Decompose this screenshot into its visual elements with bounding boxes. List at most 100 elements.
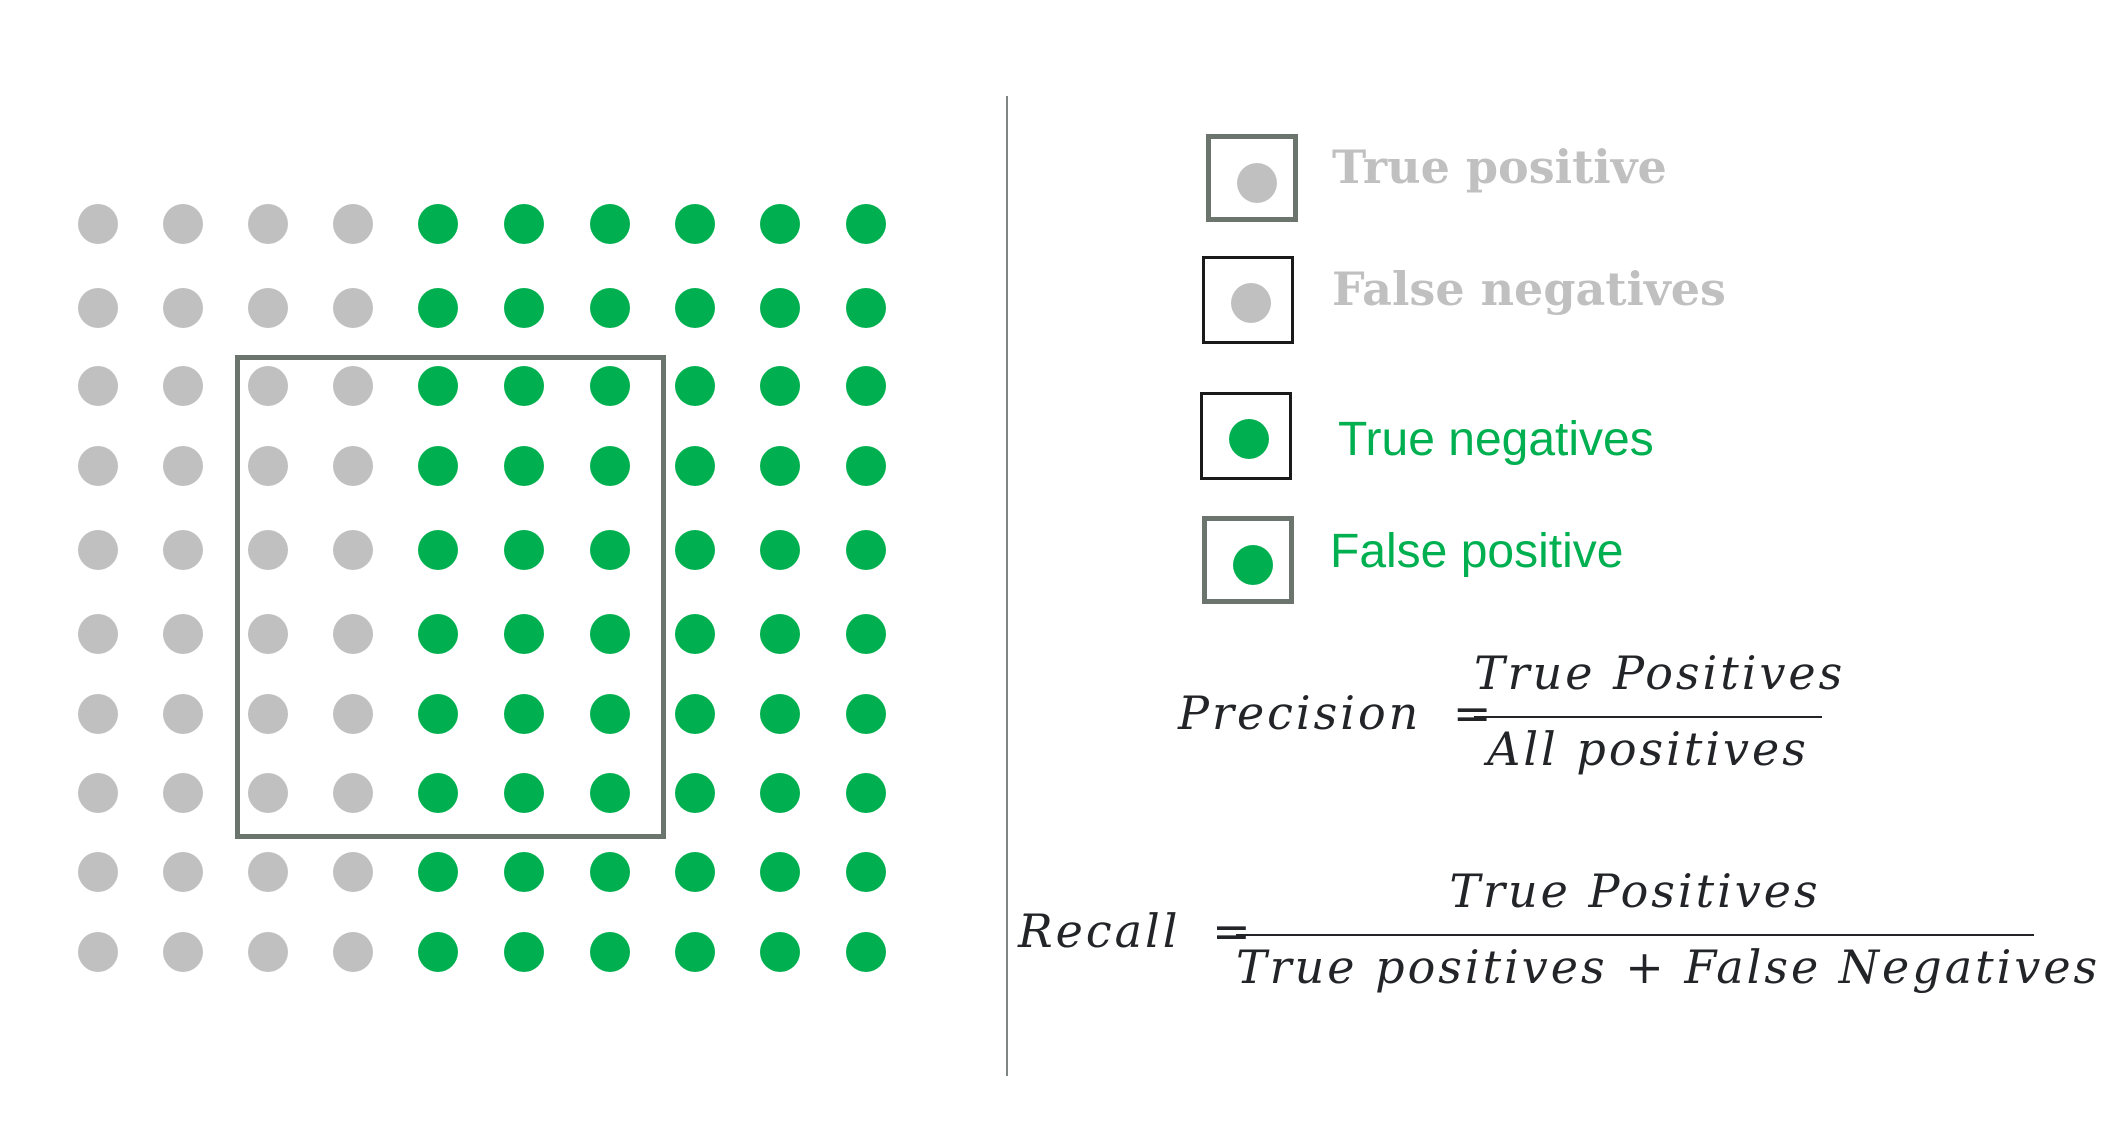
gray-dot — [163, 852, 203, 892]
green-dot — [504, 614, 544, 654]
recall-numerator: True Positives — [1449, 864, 1821, 918]
green-dot — [760, 773, 800, 813]
gray-dot — [248, 530, 288, 570]
gray-dot — [248, 932, 288, 972]
legend-box-false-positive — [1202, 516, 1294, 604]
green-dot — [418, 530, 458, 570]
gray-dot — [333, 852, 373, 892]
gray-dot — [163, 446, 203, 486]
selected-elements-box — [235, 355, 666, 839]
gray-dot — [333, 204, 373, 244]
gray-dot — [78, 530, 118, 570]
green-dot — [846, 288, 886, 328]
green-dot — [504, 530, 544, 570]
gray-dot — [163, 614, 203, 654]
green-dot — [675, 614, 715, 654]
green-dot — [504, 204, 544, 244]
green-dot — [846, 614, 886, 654]
green-dot — [675, 932, 715, 972]
green-dot — [760, 366, 800, 406]
gray-dot — [78, 614, 118, 654]
green-dot — [418, 614, 458, 654]
gray-dot — [78, 694, 118, 734]
green-dot — [760, 614, 800, 654]
green-dot — [846, 694, 886, 734]
gray-dot — [333, 446, 373, 486]
gray-dot — [78, 773, 118, 813]
gray-dot — [333, 694, 373, 734]
green-dot — [846, 446, 886, 486]
green-dot — [418, 288, 458, 328]
green-dot — [846, 932, 886, 972]
green-dot — [760, 530, 800, 570]
gray-dot — [163, 366, 203, 406]
legend-box-false-negatives — [1202, 256, 1294, 344]
precision-denominator: All positives — [1487, 722, 1809, 776]
gray-dot — [248, 852, 288, 892]
gray-dot — [163, 204, 203, 244]
gray-dot — [78, 366, 118, 406]
precision-label: Precision — [1178, 686, 1422, 740]
green-dot — [675, 288, 715, 328]
legend-label-true-negatives: True negatives — [1338, 413, 1654, 466]
green-dot — [590, 852, 630, 892]
green-dot — [590, 694, 630, 734]
green-dot — [590, 530, 630, 570]
recall-fraction-bar — [1236, 934, 2034, 936]
gray-dot — [248, 773, 288, 813]
green-dot-icon — [1229, 419, 1269, 459]
green-dot — [675, 446, 715, 486]
gray-dot — [163, 530, 203, 570]
green-dot — [590, 773, 630, 813]
green-dot — [504, 852, 544, 892]
gray-dot — [163, 288, 203, 328]
legend-box-true-negatives — [1200, 392, 1292, 480]
gray-dot — [78, 204, 118, 244]
green-dot — [675, 773, 715, 813]
legend-label-true-positive: True positive — [1332, 140, 1667, 194]
recall-label: Recall — [1018, 904, 1181, 958]
green-dot — [675, 204, 715, 244]
green-dot — [760, 446, 800, 486]
gray-dot — [248, 204, 288, 244]
gray-dot-icon — [1237, 163, 1277, 203]
gray-dot — [333, 932, 373, 972]
precision-fraction: True Positives All positives — [1474, 646, 1842, 786]
gray-dot — [163, 932, 203, 972]
gray-dot — [248, 614, 288, 654]
green-dot — [846, 773, 886, 813]
gray-dot — [163, 773, 203, 813]
gray-dot — [333, 530, 373, 570]
green-dot-icon — [1233, 545, 1273, 585]
green-dot — [675, 530, 715, 570]
green-dot — [590, 932, 630, 972]
gray-dot — [248, 446, 288, 486]
green-dot — [590, 366, 630, 406]
gray-dot — [248, 288, 288, 328]
green-dot — [846, 366, 886, 406]
green-dot — [590, 204, 630, 244]
green-dot — [504, 773, 544, 813]
green-dot — [418, 446, 458, 486]
gray-dot — [333, 614, 373, 654]
recall-fraction: True Positives True positives + False Ne… — [1236, 864, 2101, 1004]
precision-lhs: Precision = — [1178, 686, 1494, 740]
green-dot — [418, 852, 458, 892]
green-dot — [418, 773, 458, 813]
green-dot — [760, 204, 800, 244]
recall-denominator: True positives + False Negatives — [1236, 940, 2101, 994]
recall-lhs: Recall = — [1018, 904, 1254, 958]
green-dot — [418, 694, 458, 734]
green-dot — [504, 932, 544, 972]
legend-label-false-positive: False positive — [1330, 525, 1624, 578]
gray-dot — [78, 932, 118, 972]
recall-equals: = — [1212, 904, 1254, 958]
legend-label-false-negatives: False negatives — [1332, 262, 1726, 316]
gray-dot — [333, 288, 373, 328]
green-dot — [504, 446, 544, 486]
green-dot — [846, 204, 886, 244]
green-dot — [504, 366, 544, 406]
green-dot — [675, 694, 715, 734]
gray-dot — [248, 366, 288, 406]
